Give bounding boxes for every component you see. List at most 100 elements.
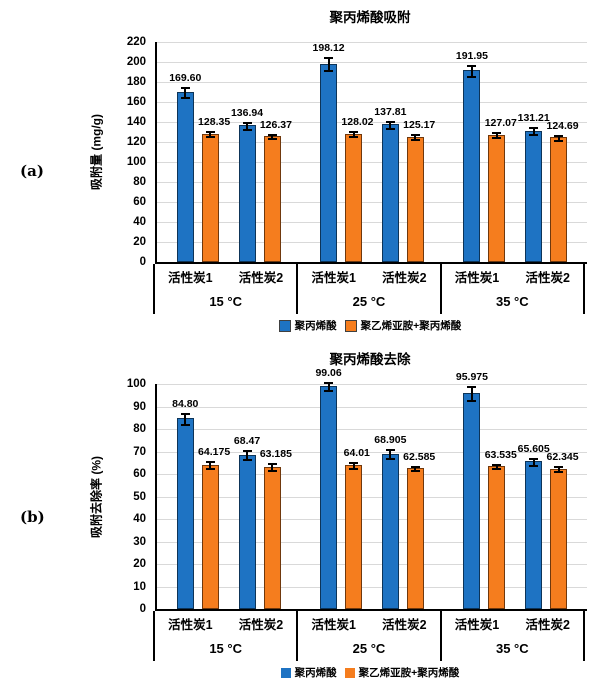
bar-value-label: 99.06 xyxy=(315,367,342,380)
bar-series2: 64.01 xyxy=(344,447,370,609)
legend-label: 聚乙烯亚胺+聚丙烯酸 xyxy=(358,667,460,679)
bar-value-label: 191.95 xyxy=(455,49,488,62)
gridline xyxy=(157,406,587,408)
bar-pair: 191.95 127.07 xyxy=(456,50,517,262)
bar-pair: 99.06 64.01 xyxy=(315,367,370,609)
x-axis-group: 活性炭1 活性炭2 35 °C xyxy=(442,611,585,661)
bar-pair: 137.81 125.17 xyxy=(374,106,435,262)
gridline xyxy=(157,222,587,223)
category-label: 活性炭1 xyxy=(454,618,500,632)
y-tick-label: 100 xyxy=(126,156,146,168)
category-row: 活性炭1 活性炭2 xyxy=(442,611,583,636)
x-axis-group: 活性炭1 活性炭2 25 °C xyxy=(298,264,442,314)
bar-group: 95.975 63.535 65.605 62.345 xyxy=(444,371,587,609)
bar-series2: 63.185 xyxy=(260,448,292,609)
bar-pair: 198.12 128.02 xyxy=(313,42,374,262)
bar-value-label: 124.69 xyxy=(546,119,579,132)
bar-value-label: 169.60 xyxy=(169,72,202,85)
bar-series1: 95.975 xyxy=(456,371,488,609)
gridline xyxy=(157,429,587,430)
y-tick-label: 50 xyxy=(133,490,146,503)
y-tick-label: 160 xyxy=(126,96,146,108)
gridline xyxy=(157,474,587,475)
bar-value-label: 62.345 xyxy=(546,451,579,464)
bar-series1: 131.21 xyxy=(518,112,550,262)
gridline xyxy=(157,202,587,203)
bar-series1: 136.94 xyxy=(231,107,263,262)
bar-series1: 68.905 xyxy=(374,434,406,609)
bar-series1: 198.12 xyxy=(313,42,345,262)
y-tick-label: 80 xyxy=(133,423,146,435)
category-label: 活性炭2 xyxy=(238,271,284,285)
bar-value-label: 128.35 xyxy=(198,116,231,129)
bar-value-label: 198.12 xyxy=(312,42,345,55)
bar-value-label: 127.07 xyxy=(484,117,517,130)
x-axis-table: 活性炭1 活性炭2 15 °C 活性炭1 活性炭2 25 °C 活性炭1 活性炭2 35 °C xyxy=(153,611,585,661)
bar-series2: 62.345 xyxy=(546,451,579,609)
category-row: 活性炭1 活性炭2 xyxy=(155,264,296,289)
gridline xyxy=(157,62,587,63)
y-tick-label: 120 xyxy=(126,136,146,148)
y-tick-label: 10 xyxy=(133,580,146,593)
bar-pair: 84.80 64.175 xyxy=(172,398,230,609)
chart-a: 聚丙烯酸吸附 吸附量 (mg/g) 169.60 128.35 136.94 126.37… xyxy=(0,6,600,346)
legend-label: 聚丙烯酸 xyxy=(294,320,337,332)
bar-pair: 131.21 124.69 xyxy=(518,112,579,262)
bar-series1: 84.80 xyxy=(172,398,198,609)
group-label: 15 °C xyxy=(209,294,242,309)
category-row: 活性炭1 活性炭2 xyxy=(442,264,583,289)
category-label: 活性炭2 xyxy=(525,271,570,285)
y-tick-label: 60 xyxy=(133,468,146,480)
bar-series2: 128.02 xyxy=(341,116,374,262)
y-tick-label: 30 xyxy=(133,535,146,548)
y-tick-label: 180 xyxy=(126,76,146,88)
bar-series2: 124.69 xyxy=(546,120,579,262)
y-tick-label: 20 xyxy=(133,558,146,570)
y-tick-label: 0 xyxy=(139,256,146,268)
x-axis-group: 活性炭1 活性炭2 15 °C xyxy=(153,611,299,661)
category-row: 活性炭1 活性炭2 xyxy=(298,611,439,636)
bar-series1: 65.605 xyxy=(518,443,550,609)
gridline xyxy=(157,182,587,183)
gridline xyxy=(157,42,587,43)
legend-swatch-series1 xyxy=(278,319,291,332)
bar-value-label: 64.175 xyxy=(198,446,231,459)
gridline xyxy=(157,82,587,83)
gridline xyxy=(157,242,587,243)
bar-group: 84.80 64.175 68.47 63.185 xyxy=(157,384,300,609)
bar-pair: 68.47 63.185 xyxy=(234,435,292,609)
y-tick-label: 40 xyxy=(133,216,146,228)
bar-pair: 68.905 62.585 xyxy=(374,434,435,609)
bar-series1: 137.81 xyxy=(374,106,406,262)
bar-series2: 127.07 xyxy=(485,117,517,262)
y-tick-label: 20 xyxy=(133,236,146,248)
bar-series2: 125.17 xyxy=(403,119,435,262)
gridline xyxy=(157,496,587,498)
category-row: 活性炭1 活性炭2 xyxy=(155,611,296,636)
legend-swatch-series2 xyxy=(344,667,355,678)
gridline xyxy=(157,102,587,103)
y-tick-label: 200 xyxy=(126,56,146,68)
bar-group: 169.60 128.35 136.94 126.37 xyxy=(157,42,300,262)
bar-series2: 64.175 xyxy=(198,446,230,609)
plot-area: 84.80 64.175 68.47 63.185 99.06 64.01 68.905 62… xyxy=(155,367,587,611)
bar-value-label: 64.01 xyxy=(343,446,370,459)
legend-swatch-series1 xyxy=(280,667,291,678)
group-label: 35 °C xyxy=(495,641,529,656)
legend-item: 聚乙烯亚胺+聚丙烯酸 xyxy=(344,318,461,333)
legend-label: 聚丙烯酸 xyxy=(294,667,337,679)
bar-group: 99.06 64.01 68.905 62.585 xyxy=(300,367,443,609)
bar-value-label: 63.185 xyxy=(259,448,292,461)
bar-value-label: 136.94 xyxy=(230,106,264,119)
gridline xyxy=(157,564,587,565)
bar-value-label: 128.02 xyxy=(341,116,374,129)
gridline xyxy=(157,451,587,453)
x-axis-group: 活性炭1 活性炭2 35 °C xyxy=(442,264,585,314)
chart-title: 聚丙烯酸去除 xyxy=(329,352,411,367)
category-label: 活性炭2 xyxy=(382,618,427,632)
y-tick-label: 60 xyxy=(133,196,146,208)
bar-value-label: 131.21 xyxy=(517,112,550,125)
group-label: 35 °C xyxy=(495,294,529,309)
bar-value-label: 84.80 xyxy=(172,397,199,410)
